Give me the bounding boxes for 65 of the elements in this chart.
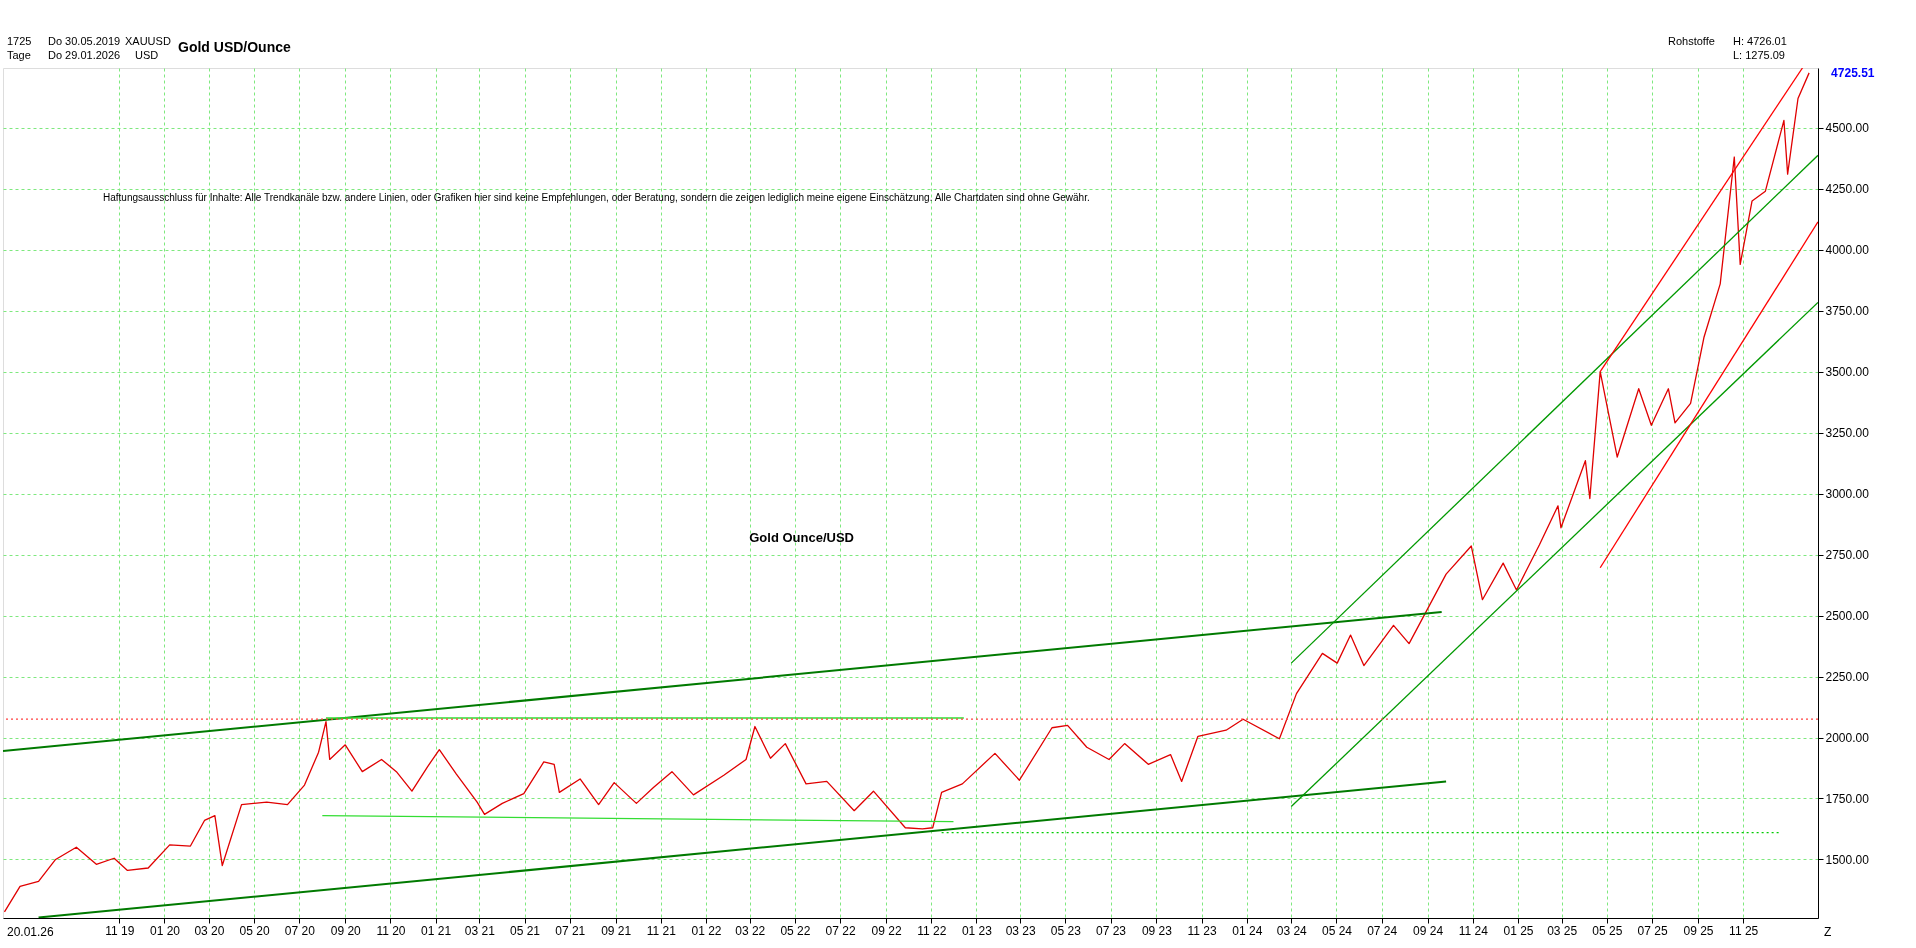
x-tick-label: 07 23 (1096, 923, 1127, 938)
x-tick-label: 11 20 (376, 923, 406, 938)
x-tick-label: 09 20 (330, 923, 362, 938)
x-tick-label: 03 22 (735, 923, 766, 938)
y-tick-label: 3750.00 (1825, 304, 1870, 319)
y-tick-label: 4000.00 (1825, 243, 1870, 258)
x-tick-label: 09 21 (601, 923, 632, 938)
y-tick-label: 4500.00 (1825, 121, 1870, 136)
y-tick-label: 3250.00 (1825, 426, 1870, 441)
chart-title: Gold USD/Ounce (178, 39, 291, 55)
x-tick-label: 11 19 (105, 923, 135, 938)
x-tick-label: 09 22 (871, 923, 902, 938)
x-tick-label: 11 25 (1729, 923, 1759, 938)
y-tick-label: 2000.00 (1825, 731, 1870, 746)
x-tick-label: 05 22 (780, 923, 811, 938)
x-tick-label: 05 23 (1050, 923, 1082, 938)
x-tick-label: 03 23 (1005, 923, 1036, 938)
x-tick-label: 07 20 (284, 923, 316, 938)
x-tick-label: 07 25 (1637, 923, 1668, 938)
x-tick-label: 05 21 (510, 923, 541, 938)
text: Tage (7, 49, 31, 61)
x-tick-label: 09 24 (1413, 923, 1444, 938)
x-tick-label: 11 21 (646, 923, 677, 938)
x-tick-label: 03 25 (1547, 923, 1578, 938)
x-tick-label: 11 24 (1458, 923, 1489, 938)
text: H: 4726.01 (1733, 35, 1787, 47)
y-tick-label: 1500.00 (1825, 852, 1870, 867)
x-tick-label: 05 20 (239, 923, 270, 938)
x-tick-label: 11 22 (917, 923, 947, 938)
annotation: 4725.51 (1831, 65, 1875, 80)
x-tick-label: 03 20 (194, 923, 225, 938)
text: Do 30.05.2019 (48, 35, 121, 47)
x-tick-label: 01 25 (1503, 923, 1534, 938)
x-tick-label: 07 22 (825, 923, 856, 938)
x-tick-label: 01 24 (1232, 923, 1263, 938)
x-tick-label: 11 23 (1187, 923, 1218, 938)
y-tick-label: 2500.00 (1825, 609, 1870, 624)
x-tick-label: 01 22 (691, 923, 722, 938)
text: Z (1824, 925, 1832, 939)
x-tick-label: 09 23 (1141, 923, 1173, 938)
x-tick-label: 05 25 (1592, 923, 1623, 938)
y-tick-label: 2750.00 (1825, 548, 1870, 563)
text: Rohstoffe (1668, 35, 1715, 47)
y-tick-label: 3000.00 (1825, 487, 1870, 502)
y-tick-label: 4250.00 (1825, 182, 1870, 197)
x-tick-label: 01 21 (421, 923, 452, 938)
annotation: Haftungsausschluss für Inhalte: Alle Trendkanäle bzw. andere Linien, oder Grafiken hier sind keine Empfehlungen, oder Beratung, sondern die zeigen lediglich meine eigene Einschätzung. Alle Chartdaten sind ohne Gewähr. (103, 192, 1090, 203)
text: L: 1275.09 (1733, 49, 1785, 61)
y-tick-label: 1750.00 (1825, 791, 1870, 806)
text: Do 29.01.2026 (48, 49, 121, 61)
x-tick-label: 05 24 (1321, 923, 1353, 938)
text: XAUUSD (125, 35, 171, 47)
annotation: Gold Ounce/USD (749, 530, 854, 545)
y-tick-label: 3500.00 (1825, 365, 1870, 380)
text: 1725 (7, 35, 32, 47)
x-tick-label: 01 20 (149, 923, 181, 938)
text: 20.01.26 (7, 925, 55, 939)
x-tick-label: 07 21 (555, 923, 586, 938)
y-tick-label: 2250.00 (1825, 670, 1870, 685)
text: USD (135, 49, 159, 61)
x-tick-label: 09 25 (1683, 923, 1714, 938)
x-tick-label: 03 21 (464, 923, 496, 938)
x-tick-label: 01 23 (961, 923, 993, 938)
x-tick-label: 07 24 (1367, 923, 1398, 938)
x-tick-label: 03 24 (1276, 923, 1308, 938)
